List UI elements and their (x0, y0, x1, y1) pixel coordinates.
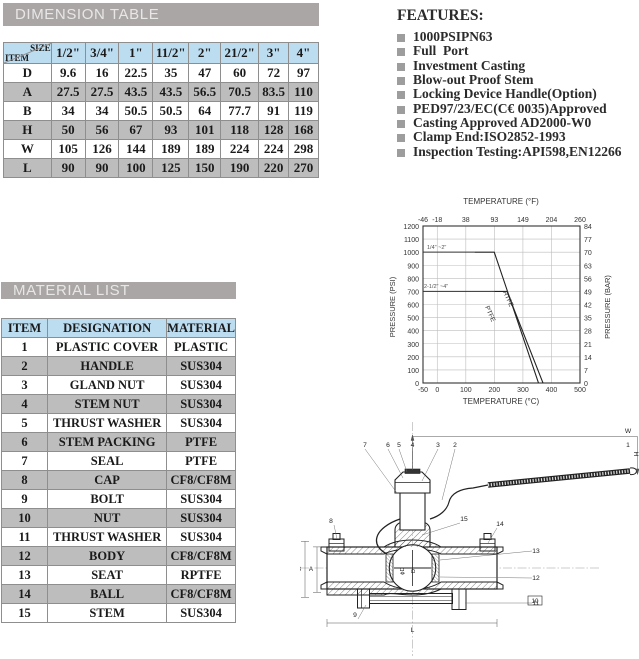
svg-text:13: 13 (532, 548, 540, 555)
svg-text:200: 200 (407, 355, 419, 362)
svg-text:2-1/2" ~4": 2-1/2" ~4" (424, 284, 448, 290)
svg-text:-18: -18 (432, 217, 442, 224)
svg-text:56: 56 (584, 276, 592, 283)
svg-text:-46: -46 (418, 217, 428, 224)
svg-text:63: 63 (584, 263, 592, 270)
svg-text:300: 300 (517, 387, 529, 394)
svg-text:600: 600 (407, 303, 419, 310)
svg-text:0: 0 (435, 387, 439, 394)
svg-text:4: 4 (411, 442, 415, 449)
svg-text:260: 260 (574, 217, 586, 224)
svg-text:35: 35 (584, 316, 592, 323)
svg-text:-50: -50 (418, 387, 428, 394)
svg-text:PRESSURE (PSI): PRESSURE (PSI) (388, 276, 397, 337)
svg-text:14: 14 (584, 355, 592, 362)
svg-text:2: 2 (453, 442, 457, 449)
svg-text:84: 84 (584, 224, 592, 231)
svg-text:1100: 1100 (404, 237, 419, 244)
svg-text:900: 900 (407, 263, 419, 270)
svg-text:100: 100 (407, 368, 419, 375)
svg-text:PRESSURE (BAR): PRESSURE (BAR) (603, 275, 612, 339)
svg-text:0: 0 (584, 381, 588, 388)
svg-text:7: 7 (584, 368, 588, 375)
svg-text:14: 14 (496, 521, 504, 528)
svg-text:6: 6 (386, 442, 390, 449)
svg-text:200: 200 (489, 387, 501, 394)
svg-text:TEMPERATURE (°C): TEMPERATURE (°C) (463, 397, 540, 406)
svg-text:5: 5 (397, 442, 401, 449)
svg-text:49: 49 (584, 289, 592, 296)
svg-text:W: W (625, 428, 632, 435)
svg-text:L: L (411, 627, 415, 634)
svg-text:3: 3 (436, 442, 440, 449)
svg-text:800: 800 (407, 276, 419, 283)
svg-text:1000: 1000 (403, 250, 419, 257)
svg-text:9: 9 (353, 612, 357, 619)
svg-text:TEMPERATURE (°F): TEMPERATURE (°F) (463, 197, 539, 206)
svg-text:RTFE: RTFE (501, 290, 515, 309)
svg-text:300: 300 (407, 342, 419, 349)
svg-text:38: 38 (462, 217, 470, 224)
svg-text:ϕD: ϕD (400, 567, 406, 574)
svg-text:42: 42 (584, 303, 592, 310)
svg-text:28: 28 (584, 329, 592, 336)
svg-text:1/4" ~2": 1/4" ~2" (427, 245, 446, 251)
svg-text:100: 100 (460, 387, 472, 394)
svg-text:D: D (411, 569, 417, 573)
svg-text:H: H (632, 452, 639, 457)
svg-text:500: 500 (574, 387, 586, 394)
svg-text:400: 400 (546, 387, 558, 394)
svg-text:1200: 1200 (403, 224, 419, 231)
svg-text:15: 15 (460, 516, 468, 523)
svg-text:12: 12 (532, 575, 540, 582)
svg-text:8: 8 (329, 518, 333, 525)
svg-text:21: 21 (584, 342, 592, 349)
svg-text:B: B (300, 566, 301, 573)
svg-text:700: 700 (407, 289, 419, 296)
svg-text:77: 77 (584, 237, 592, 244)
svg-text:149: 149 (517, 217, 529, 224)
svg-text:500: 500 (407, 316, 419, 323)
svg-text:400: 400 (407, 329, 419, 336)
svg-text:1: 1 (626, 442, 630, 449)
svg-text:A: A (309, 566, 314, 573)
svg-text:93: 93 (490, 217, 498, 224)
svg-text:10: 10 (532, 598, 539, 605)
svg-text:204: 204 (546, 217, 558, 224)
svg-text:70: 70 (584, 250, 592, 257)
svg-text:0: 0 (415, 381, 419, 388)
svg-text:7: 7 (363, 442, 367, 449)
